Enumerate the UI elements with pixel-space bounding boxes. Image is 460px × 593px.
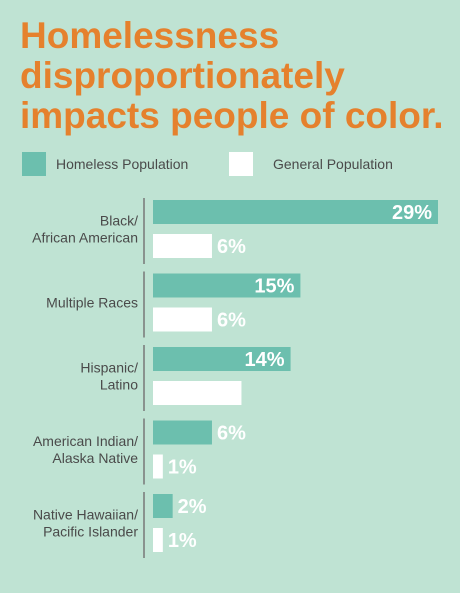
general-value-label-native-hawaiian-pacific-islander: 1% xyxy=(168,530,197,552)
general-bar-hispanic-latino xyxy=(153,381,242,405)
title-line-3: impacts people of color. xyxy=(20,95,444,136)
category-label-black-african-american: African American xyxy=(32,230,138,246)
homeless-bar-american-indian-alaska-native xyxy=(153,420,212,445)
chart-title: Homelessness disproportionately impacts … xyxy=(20,16,450,136)
general-bar-multiple-races xyxy=(153,307,212,332)
homeless-bar-native-hawaiian-pacific-islander xyxy=(153,494,173,518)
general-bar-native-hawaiian-pacific-islander xyxy=(153,528,163,552)
homeless-value-label-native-hawaiian-pacific-islander: 2% xyxy=(178,496,207,518)
general-value-label-black-african-american: 6% xyxy=(217,236,246,258)
homeless-bar-hispanic-latino xyxy=(153,347,291,371)
category-label-black-african-american: Black/ xyxy=(100,213,138,229)
general-value-label-hispanic-latino: 9% xyxy=(207,383,236,405)
category-label-american-indian-alaska-native: Alaska Native xyxy=(52,450,138,466)
legend-label-homeless: Homeless Population xyxy=(56,156,189,172)
category-label-hispanic-latino: Hispanic/ xyxy=(80,360,138,376)
general-value-label-american-indian-alaska-native: 1% xyxy=(168,457,197,479)
homeless-value-label-black-african-american: 29% xyxy=(392,202,432,224)
general-value-label-multiple-races: 6% xyxy=(217,310,246,332)
category-label-multiple-races: Multiple Races xyxy=(46,295,138,311)
legend-label-general: General Population xyxy=(273,156,393,172)
legend-swatch-homeless xyxy=(22,152,46,176)
homeless-value-label-american-indian-alaska-native: 6% xyxy=(217,423,246,445)
category-label-american-indian-alaska-native: American Indian/ xyxy=(33,433,138,449)
homeless-value-label-multiple-races: 15% xyxy=(254,276,294,298)
legend-swatch-general xyxy=(229,152,253,176)
legend: Homeless Population General Population xyxy=(22,152,442,176)
general-bar-american-indian-alaska-native xyxy=(153,454,163,479)
general-bar-black-african-american xyxy=(153,234,212,258)
homeless-bar-black-african-american xyxy=(153,200,438,224)
title-line-2: disproportionately xyxy=(20,55,345,96)
homeless-value-label-hispanic-latino: 14% xyxy=(245,349,285,371)
category-label-native-hawaiian-pacific-islander: Native Hawaiian/ xyxy=(33,507,138,523)
category-label-hispanic-latino: Latino xyxy=(100,377,138,393)
homeless-bar-multiple-races xyxy=(153,273,301,298)
title-line-1: Homelessness xyxy=(20,15,280,56)
category-label-native-hawaiian-pacific-islander: Pacific Islander xyxy=(43,524,138,540)
